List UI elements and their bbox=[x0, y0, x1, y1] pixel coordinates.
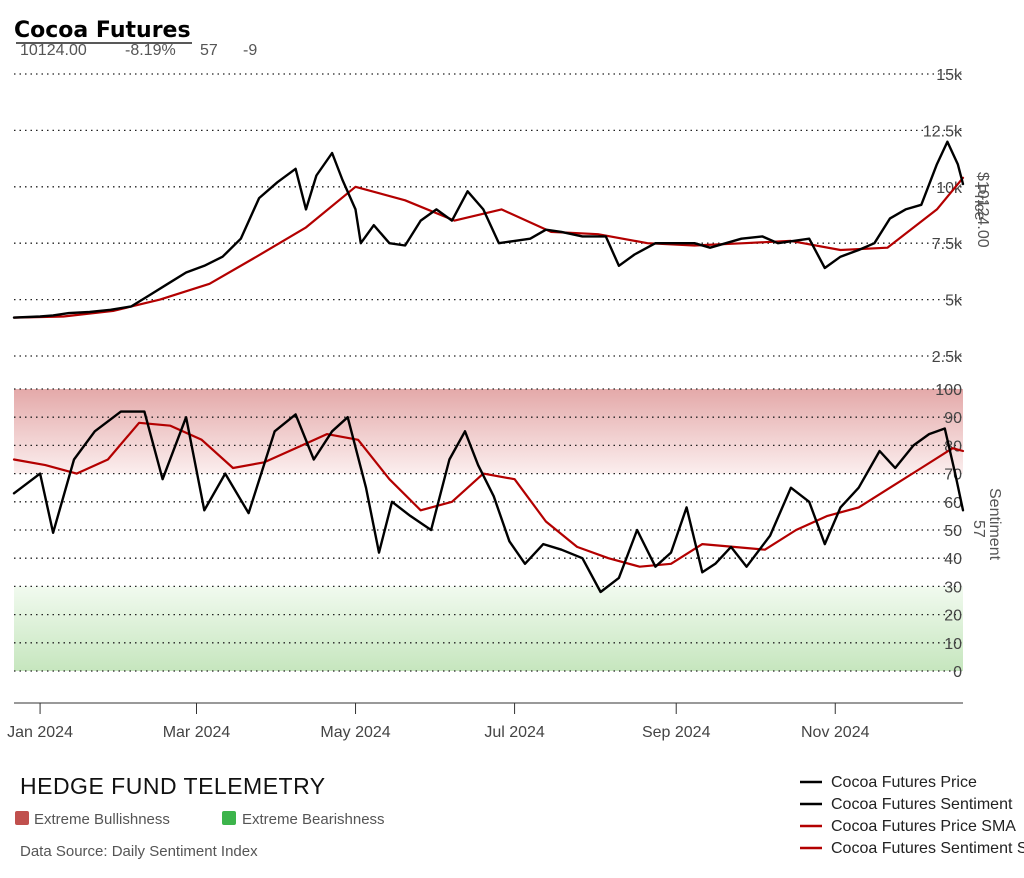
stat-sentiment-change: -9 bbox=[243, 42, 257, 59]
legend-label-sentiment: Cocoa Futures Sentiment bbox=[831, 796, 1013, 813]
sentiment-axis-title-group: Sentiment bbox=[986, 488, 1003, 561]
sentiment-tick-label: 20 bbox=[944, 608, 962, 625]
legend-label-price-sma: Cocoa Futures Price SMA bbox=[831, 818, 1016, 835]
extreme-bullishness-zone bbox=[14, 389, 963, 474]
price-axis-title-group: Price bbox=[971, 184, 988, 221]
x-tick-label: Jan 2024 bbox=[7, 724, 73, 741]
sentiment-tick-label: 100 bbox=[935, 382, 962, 399]
zone-label-bull: Extreme Bullishness bbox=[34, 811, 170, 828]
sentiment-tick-label: 50 bbox=[944, 523, 962, 540]
stat-change: -8.19% bbox=[125, 42, 176, 59]
x-tick-label: Jul 2024 bbox=[484, 724, 545, 741]
sentiment-tick-label: 90 bbox=[944, 410, 962, 427]
series-line-cocoa-futures-sentiment-sma bbox=[12, 421, 965, 568]
zone-swatch-bull bbox=[15, 811, 29, 825]
x-tick-label: Nov 2024 bbox=[801, 724, 870, 741]
price-tick-label: 2.5k bbox=[932, 349, 963, 366]
extreme-bearishness-zone bbox=[14, 586, 963, 671]
stat-price: 10124.00 bbox=[20, 42, 87, 59]
sentiment-tick-label: 30 bbox=[944, 579, 962, 596]
data-source: Data Source: Daily Sentiment Index bbox=[20, 843, 258, 860]
chart-title: Cocoa Futures bbox=[14, 18, 191, 43]
price-axis-value: $10124.00 bbox=[974, 172, 991, 248]
price-tick-label: 10k bbox=[936, 180, 963, 197]
price-gridlines bbox=[14, 73, 963, 357]
series-line-cocoa-futures-price-sma bbox=[12, 176, 965, 319]
price-tick-label: 15k bbox=[936, 67, 963, 84]
header-stats: 10124.00 -8.19% 57 -9 bbox=[16, 42, 257, 59]
stat-sentiment: 57 bbox=[200, 42, 218, 59]
sentiment-tick-label: 60 bbox=[944, 495, 962, 512]
x-tick-label: Sep 2024 bbox=[642, 724, 711, 741]
legend-label-price: Cocoa Futures Price bbox=[831, 774, 977, 791]
price-axis-title: Price bbox=[971, 184, 988, 221]
x-axis-ticks: Jan 2024 Mar 2024 May 2024 Jul 2024 Sep 2024… bbox=[7, 703, 870, 741]
sentiment-axis-title: Sentiment bbox=[986, 488, 1003, 561]
sentiment-tick-label: 40 bbox=[944, 551, 962, 568]
price-tick-labels: 15k 12.5k 10k 7.5k 5k 2.5k bbox=[923, 67, 963, 366]
series-layer bbox=[12, 140, 965, 594]
price-tick-label: 5k bbox=[945, 293, 963, 310]
zone-label-bear: Extreme Bearishness bbox=[242, 811, 385, 828]
price-axis-value-group: $10124.00 bbox=[974, 172, 991, 248]
sentiment-axis-value: 57 bbox=[970, 520, 987, 538]
price-tick-label: 7.5k bbox=[932, 236, 963, 253]
series-line-cocoa-futures-price bbox=[12, 140, 965, 319]
series-line-cocoa-futures-sentiment bbox=[12, 410, 965, 594]
sentiment-tick-label: 10 bbox=[944, 636, 962, 653]
zone-swatch-bear bbox=[222, 811, 236, 825]
sentiment-tick-label: 0 bbox=[953, 664, 962, 681]
legend: Cocoa Futures Price Cocoa Futures Sentim… bbox=[800, 774, 1024, 857]
price-tick-label: 12.5k bbox=[923, 123, 963, 140]
brand-label: HEDGE FUND TELEMETRY bbox=[20, 773, 326, 799]
x-tick-label: May 2024 bbox=[320, 724, 390, 741]
legend-label-sentiment-sma: Cocoa Futures Sentiment SMA bbox=[831, 840, 1024, 857]
x-tick-label: Mar 2024 bbox=[163, 724, 231, 741]
sentiment-axis-value-group: 57 bbox=[970, 520, 987, 538]
